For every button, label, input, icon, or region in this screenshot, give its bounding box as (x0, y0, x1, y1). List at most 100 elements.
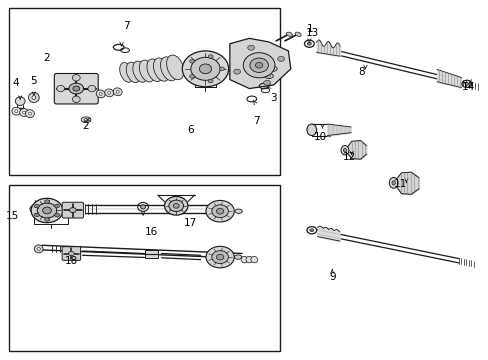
Ellipse shape (113, 88, 122, 96)
Ellipse shape (69, 83, 83, 94)
Text: 3: 3 (270, 93, 277, 103)
Bar (9, 8, 280, 175)
Text: 14: 14 (461, 82, 474, 92)
Ellipse shape (15, 97, 25, 105)
Ellipse shape (216, 208, 224, 214)
Circle shape (55, 213, 60, 217)
Ellipse shape (166, 55, 183, 80)
Text: 12: 12 (342, 152, 355, 162)
Circle shape (34, 213, 39, 217)
Ellipse shape (211, 251, 228, 264)
Ellipse shape (266, 75, 270, 77)
Ellipse shape (173, 203, 179, 208)
Ellipse shape (68, 251, 74, 256)
Ellipse shape (37, 247, 41, 250)
Text: 2: 2 (82, 121, 89, 131)
Ellipse shape (160, 57, 177, 81)
Circle shape (233, 69, 240, 74)
Ellipse shape (72, 75, 80, 81)
Ellipse shape (15, 110, 18, 113)
Ellipse shape (286, 32, 292, 36)
FancyBboxPatch shape (62, 247, 81, 260)
Ellipse shape (96, 90, 105, 98)
Ellipse shape (199, 64, 211, 74)
Ellipse shape (234, 255, 242, 259)
Circle shape (208, 55, 213, 58)
Ellipse shape (84, 119, 88, 121)
Circle shape (263, 80, 270, 85)
Ellipse shape (250, 256, 257, 263)
Ellipse shape (153, 58, 169, 81)
Ellipse shape (343, 148, 346, 152)
Ellipse shape (104, 89, 113, 97)
Ellipse shape (28, 112, 31, 115)
Ellipse shape (133, 61, 147, 82)
Ellipse shape (388, 177, 397, 188)
Ellipse shape (241, 256, 247, 263)
Ellipse shape (20, 109, 28, 117)
Ellipse shape (72, 96, 80, 103)
Ellipse shape (391, 181, 395, 185)
Ellipse shape (28, 93, 39, 103)
Ellipse shape (32, 96, 36, 99)
Text: 5: 5 (30, 76, 37, 86)
Circle shape (219, 67, 224, 71)
FancyBboxPatch shape (62, 202, 83, 218)
Ellipse shape (37, 203, 57, 218)
Ellipse shape (57, 85, 64, 92)
Ellipse shape (205, 201, 234, 222)
Ellipse shape (340, 145, 348, 155)
Circle shape (44, 200, 49, 203)
Text: 11: 11 (393, 179, 407, 189)
Bar (144, 250, 158, 258)
Circle shape (307, 42, 311, 45)
Ellipse shape (141, 205, 145, 209)
Circle shape (30, 205, 41, 213)
Ellipse shape (168, 200, 183, 212)
Ellipse shape (88, 85, 96, 92)
Text: 18: 18 (64, 256, 78, 266)
Circle shape (189, 75, 194, 78)
Ellipse shape (42, 207, 51, 214)
Ellipse shape (73, 86, 80, 91)
Ellipse shape (81, 117, 91, 123)
Ellipse shape (32, 212, 40, 216)
Ellipse shape (190, 57, 220, 80)
Text: 4: 4 (12, 78, 19, 88)
Text: 2: 2 (43, 53, 50, 63)
Ellipse shape (107, 91, 110, 94)
Circle shape (55, 204, 60, 208)
Text: 8: 8 (358, 67, 364, 77)
Ellipse shape (306, 124, 316, 135)
Ellipse shape (255, 62, 262, 68)
Bar (9, 185, 280, 351)
Ellipse shape (235, 209, 242, 213)
Text: 1: 1 (306, 24, 313, 35)
Ellipse shape (264, 73, 273, 78)
Circle shape (464, 82, 468, 85)
Text: 10: 10 (313, 132, 326, 142)
Ellipse shape (294, 32, 301, 36)
FancyBboxPatch shape (54, 73, 98, 104)
PathPatch shape (229, 39, 290, 89)
Text: 6: 6 (187, 125, 194, 135)
Ellipse shape (249, 58, 268, 72)
Ellipse shape (69, 208, 76, 213)
Ellipse shape (12, 107, 20, 115)
Ellipse shape (245, 256, 252, 263)
Circle shape (34, 204, 39, 208)
Text: 17: 17 (184, 218, 197, 228)
Circle shape (309, 229, 313, 231)
Text: 13: 13 (305, 28, 319, 38)
Ellipse shape (182, 51, 228, 87)
Circle shape (208, 79, 213, 83)
Ellipse shape (164, 197, 187, 215)
Ellipse shape (146, 59, 163, 82)
Ellipse shape (99, 93, 102, 95)
Ellipse shape (216, 254, 224, 260)
Ellipse shape (270, 68, 274, 70)
Circle shape (277, 57, 284, 61)
Ellipse shape (34, 245, 43, 253)
Circle shape (189, 59, 194, 63)
Circle shape (44, 218, 49, 221)
